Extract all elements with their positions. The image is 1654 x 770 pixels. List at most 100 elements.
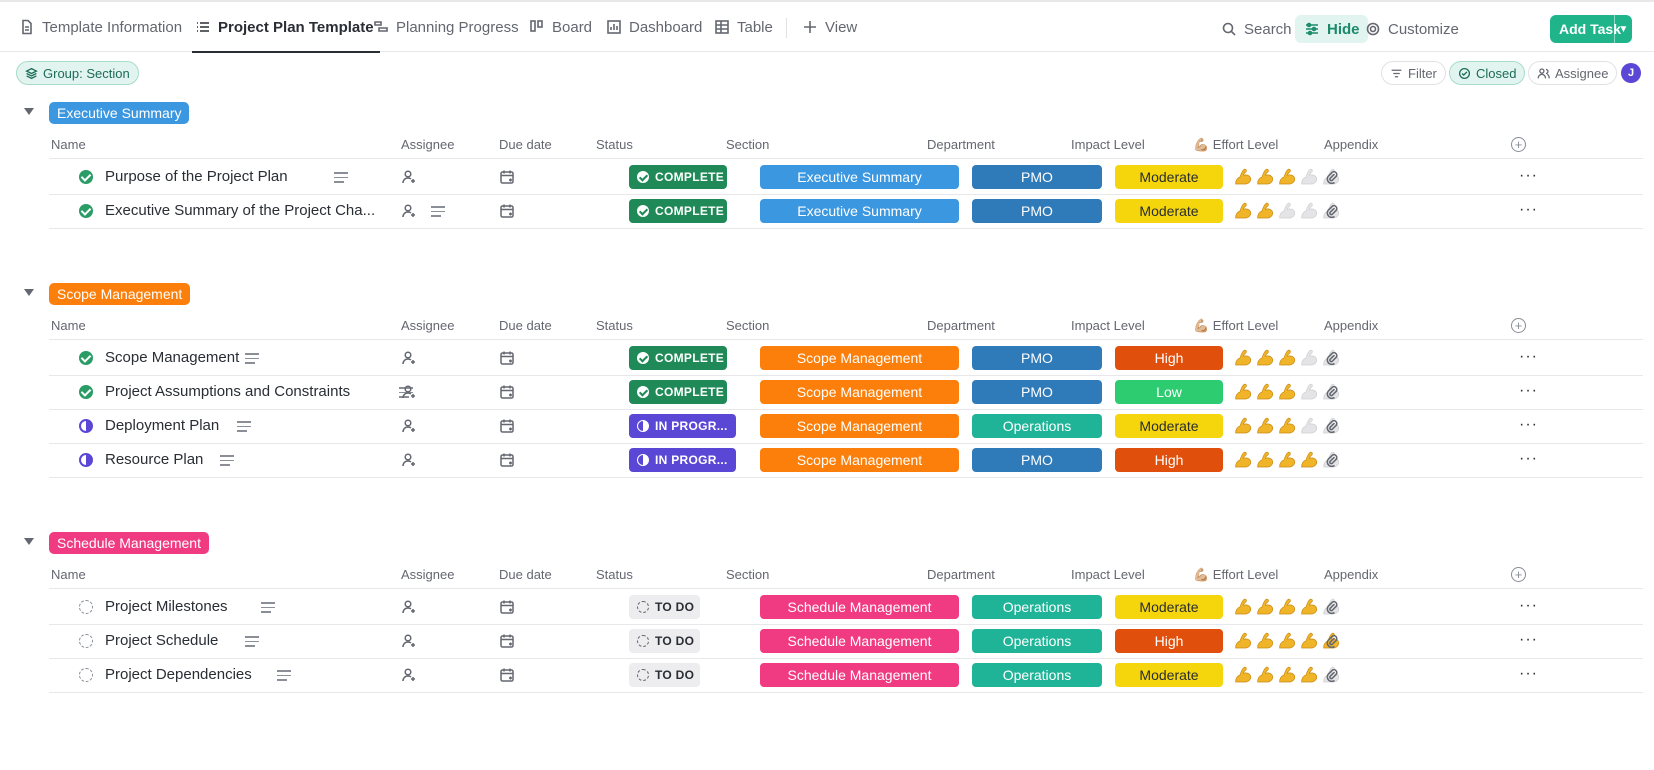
more-options-icon[interactable]: ··· — [1519, 416, 1538, 433]
flexed-biceps-icon[interactable] — [1255, 200, 1276, 225]
column-effort-header[interactable]: 💪🏼 Effort Level — [1193, 318, 1279, 333]
more-options-icon[interactable]: ··· — [1519, 665, 1538, 682]
department-pill[interactable]: Operations — [972, 629, 1102, 653]
column-effort-header[interactable]: 💪🏼 Effort Level — [1193, 137, 1279, 152]
section-pill[interactable]: Executive Summary — [760, 165, 959, 189]
status-badge[interactable]: COMPLETE — [629, 165, 727, 189]
impact-pill[interactable]: High — [1115, 448, 1223, 472]
flexed-biceps-icon[interactable] — [1233, 664, 1254, 689]
flexed-biceps-icon[interactable] — [1233, 200, 1254, 225]
tab-board[interactable]: Board — [528, 2, 592, 52]
status-todo-icon[interactable] — [79, 634, 93, 648]
table-row[interactable]: Project Milestones TO DO Schedule Manageme… — [49, 589, 1643, 625]
flexed-biceps-icon[interactable] — [1299, 347, 1320, 372]
column-appendix-header[interactable]: Appendix — [1324, 318, 1379, 333]
department-pill[interactable]: Operations — [972, 414, 1102, 438]
paperclip-icon[interactable] — [1324, 350, 1340, 366]
tab-dashboard[interactable]: Dashboard — [605, 2, 702, 52]
filter-button[interactable]: Filter — [1381, 61, 1446, 85]
column-department-header[interactable]: Department — [927, 318, 995, 333]
add-assignee-icon[interactable] — [401, 350, 417, 366]
column-section-header[interactable]: Section — [726, 137, 770, 152]
flexed-biceps-icon[interactable] — [1255, 449, 1276, 474]
paperclip-icon[interactable] — [1324, 633, 1340, 649]
status-badge[interactable]: IN PROGR... — [629, 414, 736, 438]
table-row[interactable]: Project Assumptions and Constraints COMPL… — [49, 374, 1643, 410]
department-pill[interactable]: PMO — [972, 346, 1102, 370]
column-appendix-header[interactable]: Appendix — [1324, 567, 1379, 582]
status-badge[interactable]: COMPLETE — [629, 199, 727, 223]
column-appendix-header[interactable]: Appendix — [1324, 137, 1379, 152]
flexed-biceps-icon[interactable] — [1277, 347, 1298, 372]
status-complete-icon[interactable] — [79, 170, 93, 184]
status-badge[interactable]: IN PROGR... — [629, 448, 736, 472]
add-due-date-icon[interactable] — [499, 384, 515, 400]
hide-button[interactable]: Hide — [1295, 15, 1368, 43]
add-column-icon[interactable]: + — [1511, 567, 1526, 582]
status-inprog-icon[interactable] — [79, 453, 93, 467]
tab-table[interactable]: Table — [713, 2, 773, 52]
closed-filter-chip[interactable]: Closed — [1449, 61, 1526, 85]
status-complete-icon[interactable] — [79, 385, 93, 399]
paperclip-icon[interactable] — [1324, 452, 1340, 468]
column-name-header[interactable]: Name — [51, 137, 86, 152]
flexed-biceps-icon[interactable] — [1233, 381, 1254, 406]
flexed-biceps-icon[interactable] — [1299, 664, 1320, 689]
department-pill[interactable]: PMO — [972, 199, 1102, 223]
add-assignee-icon[interactable] — [401, 203, 417, 219]
add-due-date-icon[interactable] — [499, 667, 515, 683]
impact-pill[interactable]: Moderate — [1115, 414, 1223, 438]
column-section-header[interactable]: Section — [726, 318, 770, 333]
add-view-button[interactable]: View — [801, 2, 857, 52]
status-inprog-icon[interactable] — [79, 419, 93, 433]
task-name[interactable]: Project Milestones — [105, 598, 228, 615]
column-impact-header[interactable]: Impact Level — [1071, 318, 1145, 333]
flexed-biceps-icon[interactable] — [1277, 449, 1298, 474]
task-name[interactable]: Project Assumptions and Constraints — [105, 383, 351, 400]
more-options-icon[interactable]: ··· — [1519, 201, 1538, 218]
customize-button[interactable]: Customize — [1356, 15, 1467, 43]
flexed-biceps-icon[interactable] — [1277, 200, 1298, 225]
task-name[interactable]: Project Dependencies — [105, 666, 252, 683]
department-pill[interactable]: Operations — [972, 595, 1102, 619]
add-assignee-icon[interactable] — [401, 599, 417, 615]
column-name-header[interactable]: Name — [51, 318, 86, 333]
column-assignee-header[interactable]: Assignee — [401, 137, 455, 152]
column-status-header[interactable]: Status — [596, 137, 633, 152]
group-by-chip[interactable]: Group: Section — [16, 61, 139, 85]
status-badge[interactable]: COMPLETE — [629, 346, 727, 370]
effort-rating[interactable] — [1233, 664, 1342, 689]
impact-pill[interactable]: Moderate — [1115, 595, 1223, 619]
column-impact-header[interactable]: Impact Level — [1071, 567, 1145, 582]
add-due-date-icon[interactable] — [499, 203, 515, 219]
paperclip-icon[interactable] — [1324, 418, 1340, 434]
column-due_date-header[interactable]: Due date — [499, 567, 552, 582]
table-row[interactable]: Project Dependencies TO DO Schedule Manage… — [49, 657, 1643, 693]
table-row[interactable]: Deployment Plan IN PROGR... Scope Manageme… — [49, 408, 1643, 444]
flexed-biceps-icon[interactable] — [1255, 166, 1276, 191]
paperclip-icon[interactable] — [1324, 667, 1340, 683]
column-section-header[interactable]: Section — [726, 567, 770, 582]
section-pill[interactable]: Scope Management — [760, 414, 959, 438]
section-pill[interactable]: Schedule Management — [760, 595, 959, 619]
flexed-biceps-icon[interactable] — [1255, 664, 1276, 689]
add-assignee-icon[interactable] — [401, 452, 417, 468]
assignee-filter-button[interactable]: Assignee — [1528, 61, 1618, 85]
department-pill[interactable]: PMO — [972, 165, 1102, 189]
tab-project-plan-template[interactable]: Project Plan Template — [192, 2, 380, 53]
column-assignee-header[interactable]: Assignee — [401, 318, 455, 333]
more-options-icon[interactable]: ··· — [1519, 167, 1538, 184]
collapse-caret-icon[interactable] — [24, 538, 34, 545]
search-button[interactable]: Search — [1212, 15, 1300, 43]
flexed-biceps-icon[interactable] — [1233, 347, 1254, 372]
flexed-biceps-icon[interactable] — [1255, 596, 1276, 621]
task-name[interactable]: Purpose of the Project Plan — [105, 168, 288, 185]
task-name[interactable]: Project Schedule — [105, 632, 219, 649]
flexed-biceps-icon[interactable] — [1299, 381, 1320, 406]
section-pill[interactable]: Schedule Management — [760, 629, 959, 653]
flexed-biceps-icon[interactable] — [1299, 200, 1320, 225]
collapse-caret-icon[interactable] — [24, 289, 34, 296]
flexed-biceps-icon[interactable] — [1299, 166, 1320, 191]
status-todo-icon[interactable] — [79, 600, 93, 614]
add-due-date-icon[interactable] — [499, 599, 515, 615]
